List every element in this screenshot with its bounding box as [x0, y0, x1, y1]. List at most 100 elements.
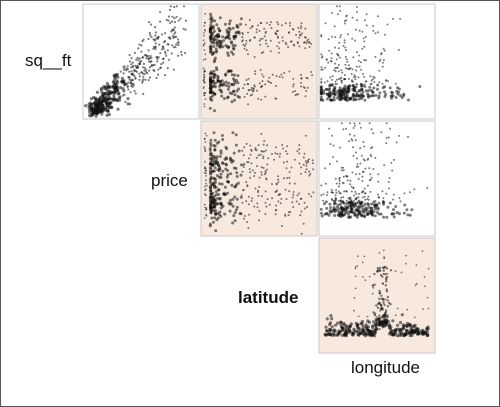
data-point [291, 28, 294, 30]
data-point [291, 91, 294, 93]
data-point [259, 38, 262, 40]
data-point [149, 34, 152, 37]
data-point [203, 42, 206, 44]
data-point [305, 164, 308, 167]
data-point [418, 85, 422, 88]
data-point [174, 31, 177, 34]
data-point [352, 146, 354, 149]
data-point [141, 79, 144, 83]
data-point [364, 279, 367, 282]
data-point [354, 190, 357, 193]
data-point [399, 328, 403, 332]
data-point [215, 174, 219, 178]
variable-label-price: price [151, 171, 188, 190]
data-point [135, 58, 138, 61]
data-point [271, 197, 274, 200]
data-point [261, 80, 264, 83]
data-point [95, 90, 99, 94]
data-point [247, 195, 250, 198]
data-point [296, 42, 299, 45]
data-point [217, 140, 221, 144]
data-point [330, 98, 334, 102]
data-point [394, 96, 398, 99]
data-point [142, 75, 145, 78]
data-point [354, 28, 357, 31]
data-point [364, 198, 367, 201]
data-point [336, 5, 338, 8]
data-point [213, 138, 217, 142]
data-point [360, 68, 363, 71]
data-point [399, 94, 402, 98]
data-point [164, 32, 167, 35]
data-point [173, 21, 176, 24]
data-point [99, 102, 103, 106]
data-point [209, 80, 213, 83]
data-point [288, 182, 291, 185]
data-point [402, 92, 406, 96]
data-point [204, 149, 207, 152]
data-point [204, 193, 206, 196]
data-point [281, 24, 283, 27]
data-point [385, 122, 388, 125]
data-point [150, 35, 153, 39]
data-point [163, 50, 167, 53]
data-point [381, 82, 384, 85]
data-point [134, 64, 137, 67]
data-point [353, 76, 355, 79]
data-point [271, 183, 273, 186]
data-point [253, 56, 256, 58]
data-point [209, 44, 213, 48]
data-point [396, 92, 400, 96]
data-point [380, 315, 384, 319]
data-point [255, 28, 258, 31]
data-point [364, 332, 368, 336]
data-point [336, 94, 340, 98]
data-point [350, 190, 353, 193]
data-point [143, 69, 146, 72]
data-point [218, 88, 222, 92]
data-point [340, 196, 343, 199]
data-point [88, 101, 92, 105]
data-point [93, 104, 97, 108]
data-point [354, 124, 356, 127]
data-point [303, 152, 306, 155]
data-point [154, 31, 157, 34]
data-point [205, 213, 207, 216]
data-point [157, 35, 160, 38]
data-point [145, 70, 148, 73]
data-point [257, 144, 260, 147]
data-point [382, 59, 385, 62]
data-point [355, 65, 358, 68]
data-point [143, 54, 146, 57]
data-point [347, 212, 351, 216]
data-point [427, 267, 430, 270]
data-point [343, 84, 347, 88]
data-point [247, 83, 250, 86]
data-point [275, 75, 278, 78]
data-point [320, 66, 323, 69]
data-point [103, 107, 107, 111]
data-point [344, 74, 346, 76]
data-point [349, 122, 352, 125]
data-point [182, 27, 185, 30]
data-point [343, 333, 347, 337]
data-point [334, 177, 337, 180]
data-point [261, 73, 264, 76]
data-point [149, 54, 152, 58]
data-point [156, 60, 159, 63]
data-point [256, 206, 259, 209]
data-point [152, 38, 155, 41]
data-point [364, 167, 367, 170]
data-point [177, 41, 180, 44]
data-point [353, 296, 356, 299]
data-point [213, 177, 217, 181]
data-point [395, 334, 399, 338]
data-point [361, 324, 365, 328]
data-point [370, 202, 374, 206]
data-point [390, 161, 393, 164]
data-point [245, 49, 248, 51]
data-point [363, 187, 366, 190]
data-point [283, 177, 285, 180]
data-point [248, 89, 251, 92]
data-point [349, 324, 353, 328]
